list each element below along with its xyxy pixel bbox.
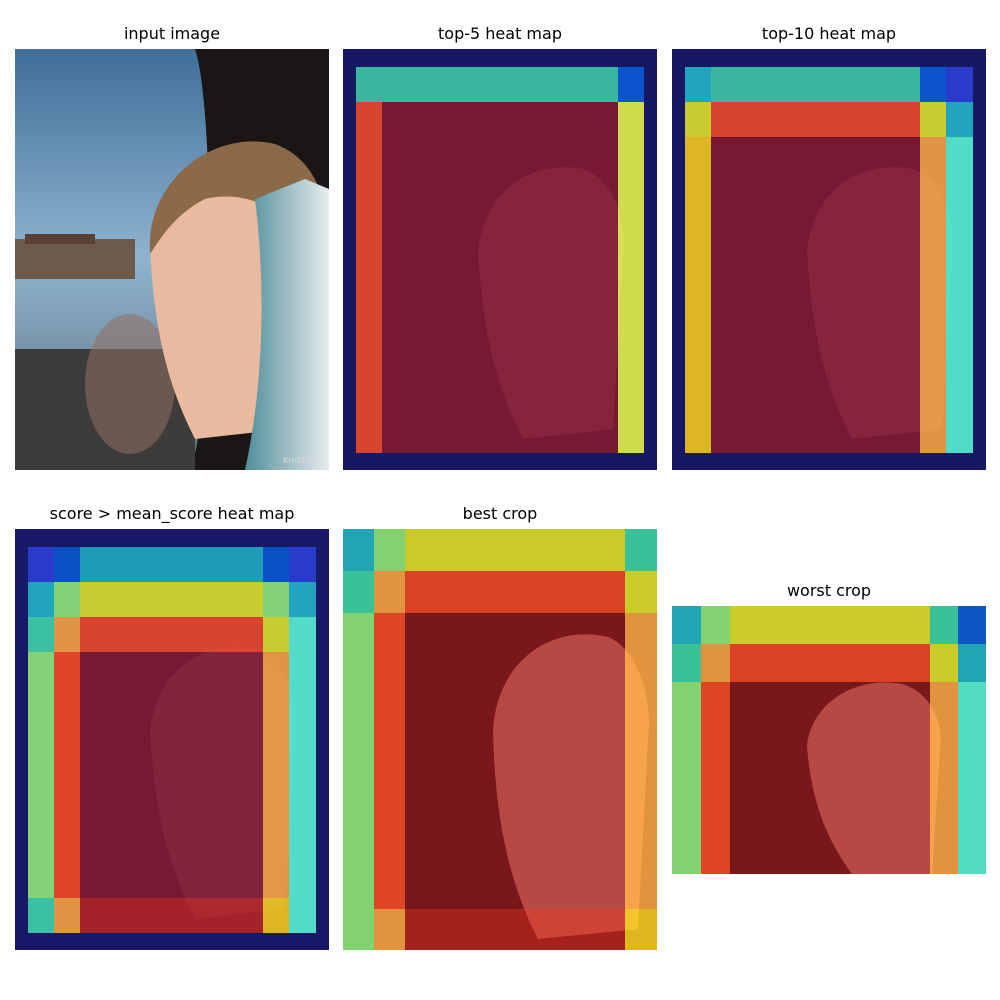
top10-title: top-10 heat map bbox=[761, 24, 897, 43]
heatmap-overlay bbox=[672, 606, 986, 874]
heatmap-overlay bbox=[343, 529, 657, 950]
photo-illustration: KrisMohr bbox=[15, 49, 329, 470]
top5-heatmap-panel bbox=[343, 49, 657, 470]
best-title: best crop bbox=[462, 504, 538, 523]
worst-title: worst crop bbox=[786, 581, 872, 600]
mean-heatmap-panel bbox=[15, 529, 329, 950]
watermark: KrisMohr bbox=[283, 456, 319, 465]
heatmap-overlay bbox=[343, 49, 657, 470]
mean-title: score > mean_score heat map bbox=[49, 504, 295, 523]
top5-title: top-5 heat map bbox=[438, 24, 562, 43]
heatmap-overlay bbox=[15, 529, 329, 950]
top10-heatmap-panel bbox=[672, 49, 986, 470]
input-image-title: input image bbox=[123, 24, 221, 43]
worst-crop-panel bbox=[672, 606, 986, 874]
heatmap-overlay bbox=[672, 49, 986, 470]
input-image-panel: KrisMohr bbox=[15, 49, 329, 470]
best-crop-panel bbox=[343, 529, 657, 950]
